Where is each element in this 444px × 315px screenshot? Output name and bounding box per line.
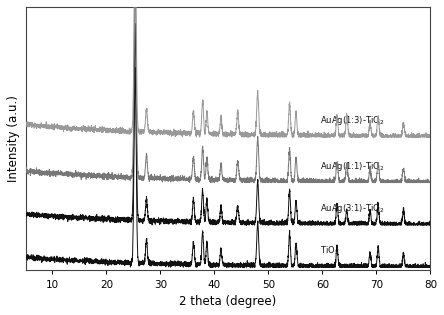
Text: AuAg(1:3)-TiO$_2$: AuAg(1:3)-TiO$_2$ [320, 114, 384, 127]
Y-axis label: Intensity (a.u.): Intensity (a.u.) [7, 95, 20, 182]
Text: AuAg(3:1)-TiO$_2$: AuAg(3:1)-TiO$_2$ [320, 202, 384, 215]
X-axis label: 2 theta (degree): 2 theta (degree) [179, 295, 277, 308]
Text: TiO$_2$: TiO$_2$ [320, 245, 339, 257]
Text: AuAg(1:1)-TiO$_2$: AuAg(1:1)-TiO$_2$ [320, 160, 384, 173]
